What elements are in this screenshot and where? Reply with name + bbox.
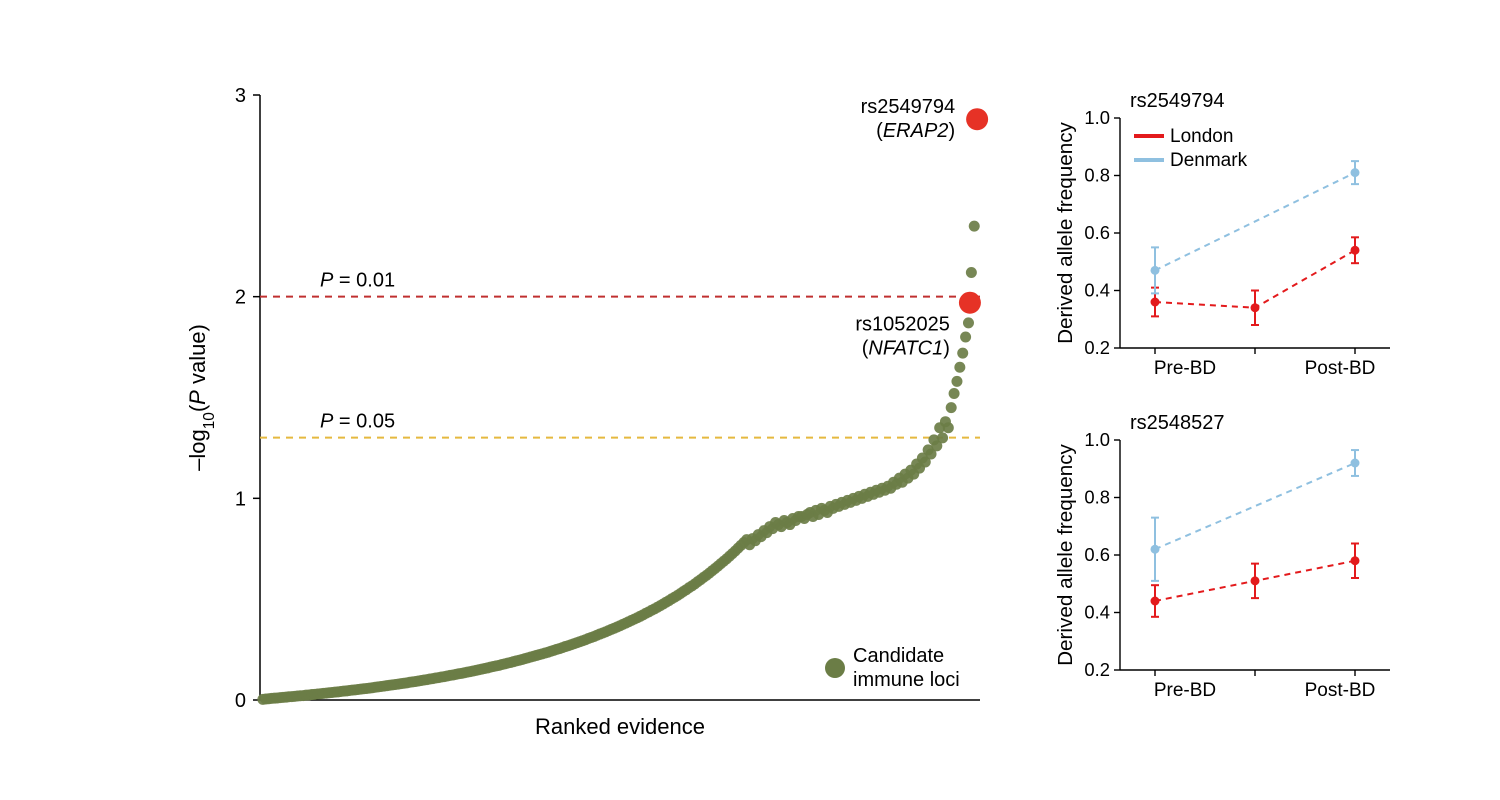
scatter-point [969,221,980,232]
series-point [1351,556,1360,565]
series-line [1155,463,1355,549]
small-panel: 0.2 0.4 0.6 0.8 1.0 Derived allele frequency P… [1054,90,1390,379]
scatter-point [951,376,962,387]
y-tick-label: 0.8 [1084,487,1110,508]
y-tick-label: 1.0 [1084,429,1110,450]
y-tick-label: 1.0 [1084,107,1110,128]
x-tick-label: Pre-BD [1154,358,1216,379]
scatter-point [963,317,974,328]
legend-label: Denmark [1170,150,1248,171]
y-tick-label: 0.8 [1084,165,1110,186]
scatter-point [954,362,965,373]
highlight-gene: (NFATC1) [862,338,950,360]
legend-label: immune loci [853,669,960,691]
scatter-point [946,402,957,413]
figure-root: 0 1 2 3 –log10(P value) Ranked evidence P = 0.… [0,0,1500,800]
series-point [1351,168,1360,177]
y-tick-label: 1 [235,488,246,510]
x-axis-label: Ranked evidence [535,714,705,739]
threshold-label: P = 0.01 [320,270,395,292]
x-tick-label: Post-BD [1305,680,1376,701]
scatter-point [937,432,948,443]
legend-label: London [1170,126,1233,147]
panel-title: rs2548527 [1130,412,1225,434]
highlight-point [966,108,988,130]
series-point [1251,303,1260,312]
legend-marker [825,658,845,678]
series-point [1351,246,1360,255]
y-tick-label: 0.2 [1084,337,1110,358]
series-point [1151,298,1160,307]
scatter-point [949,388,960,399]
main-scatter: 0 1 2 3 –log10(P value) Ranked evidence P = 0.… [185,85,988,739]
scatter-point [960,332,971,343]
y-tick-label: 0.4 [1084,602,1110,623]
scatter-point [943,422,954,433]
x-tick-label: Post-BD [1305,358,1376,379]
y-tick-label: 0 [235,690,246,712]
y-tick-label: 0.4 [1084,280,1110,301]
series-point [1151,597,1160,606]
y-tick-label: 0.2 [1084,659,1110,680]
y-axis-label: –log10(P value) [185,324,218,471]
y-tick-label: 0.6 [1084,222,1110,243]
series-point [1151,266,1160,275]
legend-label: Candidate [853,645,944,667]
series-point [1351,459,1360,468]
y-tick-label: 3 [235,85,246,107]
x-tick-label: Pre-BD [1154,680,1216,701]
panel-title: rs2549794 [1130,90,1225,112]
small-panel: 0.2 0.4 0.6 0.8 1.0 Derived allele frequency P… [1054,412,1390,701]
highlight-label: rs2549794 [861,96,956,118]
highlight-point [959,292,981,314]
highlight-label: rs1052025 [855,314,950,336]
series-line [1155,173,1355,271]
scatter-point [966,267,977,278]
series-point [1251,576,1260,585]
highlight-gene: (ERAP2) [876,120,955,142]
scatter-point [957,348,968,359]
series-point [1151,545,1160,554]
y-axis-label: Derived allele frequency [1054,121,1077,343]
threshold-label: P = 0.05 [320,411,395,433]
y-tick-label: 2 [235,287,246,309]
y-axis-label: Derived allele frequency [1054,443,1077,665]
y-tick-label: 0.6 [1084,544,1110,565]
